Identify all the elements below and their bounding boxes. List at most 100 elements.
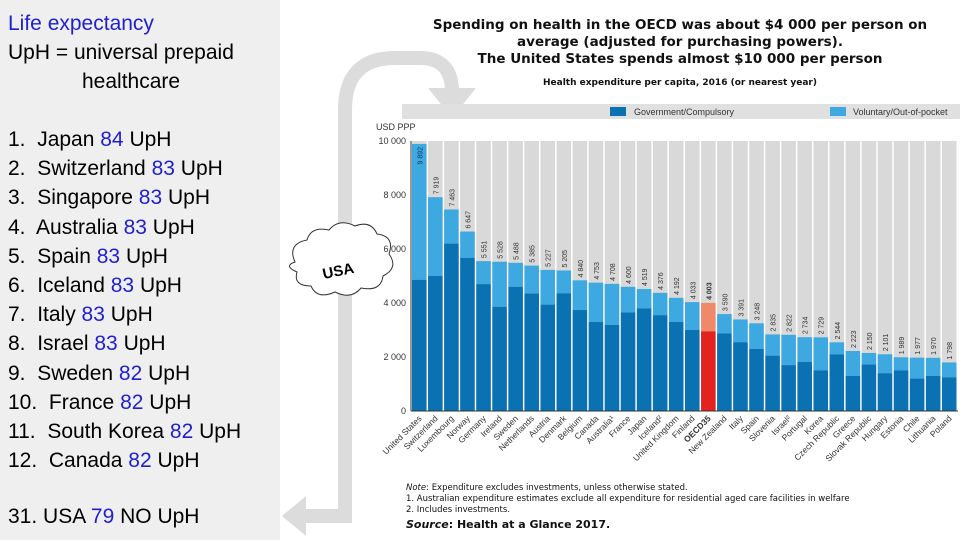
column-background	[941, 141, 957, 411]
value-label: 3 248	[755, 303, 762, 321]
bar-voluntary	[861, 352, 877, 365]
column-background	[861, 141, 877, 411]
bar-government	[941, 377, 957, 411]
legend-swatch-government	[610, 107, 626, 116]
bar-voluntary	[508, 262, 523, 287]
bar-government	[925, 375, 941, 411]
rank: 9.	[8, 361, 26, 385]
bar-voluntary	[877, 354, 893, 374]
country: Canada	[48, 449, 123, 473]
value-label: 1 970	[931, 337, 938, 355]
value-label: 4 033	[690, 281, 697, 299]
rank: 3.	[8, 186, 26, 210]
bar-voluntary	[941, 362, 957, 378]
value-label: 2 734	[803, 317, 810, 335]
value-label: 1 977	[915, 337, 922, 355]
rank: 2.	[8, 157, 26, 181]
footnote-1: 1. Australian expenditure estimates excl…	[406, 494, 850, 504]
age: 83	[123, 215, 147, 239]
value-label: 4 840	[578, 260, 585, 278]
bar-voluntary	[604, 283, 620, 325]
suffix: UpH	[167, 186, 210, 210]
legend-voluntary: Voluntary/Out-of-pocket	[853, 107, 948, 117]
bar-government	[668, 321, 684, 411]
age: 83	[151, 157, 175, 181]
bar-government	[717, 333, 732, 411]
bar-voluntary	[572, 280, 588, 311]
value-label: 5 528	[498, 241, 505, 259]
bar-voluntary	[444, 209, 459, 244]
bar-voluntary	[701, 302, 716, 332]
left-text-panel	[0, 0, 280, 540]
bar-government	[733, 342, 748, 411]
column-background	[877, 141, 893, 411]
ranking-item: 10. France 82 UpH	[8, 391, 191, 415]
bar-government	[685, 330, 700, 411]
value-label: 4 192	[674, 277, 681, 295]
bar-government	[556, 293, 572, 411]
value-label: 4 753	[594, 262, 601, 280]
headline-line1: Spending on health in the OECD was about…	[432, 17, 928, 33]
rank: 10.	[8, 390, 38, 414]
bar-government	[476, 284, 491, 411]
country: Switzerland	[37, 157, 146, 181]
rank: 31.	[8, 505, 38, 528]
source-label: Source	[406, 518, 449, 531]
ranking-item: 8. Israel 83 UpH	[8, 332, 166, 356]
value-label: 5 488	[514, 242, 521, 260]
bar-government	[508, 286, 523, 411]
value-label: 5 551	[482, 240, 489, 258]
country: Singapore	[37, 186, 133, 210]
bar-government	[636, 308, 652, 411]
bar-government	[572, 310, 588, 411]
column-background	[845, 141, 861, 411]
usa-ranking: 31. USA 79 NO UpH	[8, 505, 199, 529]
headline: Spending on health in the OECD was about…	[400, 17, 960, 68]
bar-voluntary	[620, 286, 636, 313]
arrow-head-down-icon	[428, 88, 476, 118]
value-label: 4 519	[642, 268, 649, 286]
value-label: 7 463	[449, 189, 456, 207]
value-label: 9 892	[417, 147, 424, 165]
ranking-item: 9. Sweden 82 UpH	[8, 362, 190, 386]
headline-line2: average (adjusted for purchasing powers)…	[517, 34, 843, 50]
value-label: 2 835	[771, 314, 778, 332]
value-label: 7 919	[433, 177, 440, 195]
country: Italy	[37, 303, 76, 327]
value-label: 5 205	[562, 250, 569, 268]
bar-government	[540, 304, 556, 411]
ranking-item: 5. Spain 83 UpH	[8, 245, 168, 269]
source-text: : Health at a Glance 2017.	[448, 518, 611, 531]
bar-government	[412, 279, 427, 411]
legend-swatch-voluntary	[830, 107, 846, 116]
legend-government: Government/Compulsory	[634, 107, 735, 117]
age: 82	[169, 420, 194, 443]
rank: 4.	[8, 215, 26, 239]
loop-arrow-icon	[300, 51, 459, 523]
bar-government	[829, 354, 845, 411]
age: 83	[81, 303, 105, 327]
country: France	[48, 390, 115, 414]
rank: 6.	[8, 274, 26, 297]
age: 82	[118, 361, 143, 385]
country: Iceland	[37, 274, 105, 297]
cloud-label: USA	[321, 260, 356, 283]
bar-government	[893, 370, 909, 411]
bar-voluntary	[412, 143, 427, 280]
bar-voluntary	[925, 357, 941, 376]
suffix: UpH	[110, 303, 153, 327]
value-label: 2 544	[835, 322, 842, 340]
bar-government	[701, 331, 716, 411]
legend-band	[402, 104, 960, 119]
headline-line3: The United States spends almost $10 000 …	[477, 51, 883, 67]
bar-voluntary	[492, 261, 507, 307]
definition-line1: UpH = universal prepaid	[8, 41, 234, 64]
bar-voluntary	[652, 292, 668, 316]
age: 83	[94, 332, 118, 356]
bar-government	[861, 364, 877, 411]
heading-text: Life expectancy	[8, 12, 154, 35]
country: Australia	[36, 215, 118, 239]
bar-government	[492, 306, 507, 411]
bar-government	[620, 312, 636, 411]
